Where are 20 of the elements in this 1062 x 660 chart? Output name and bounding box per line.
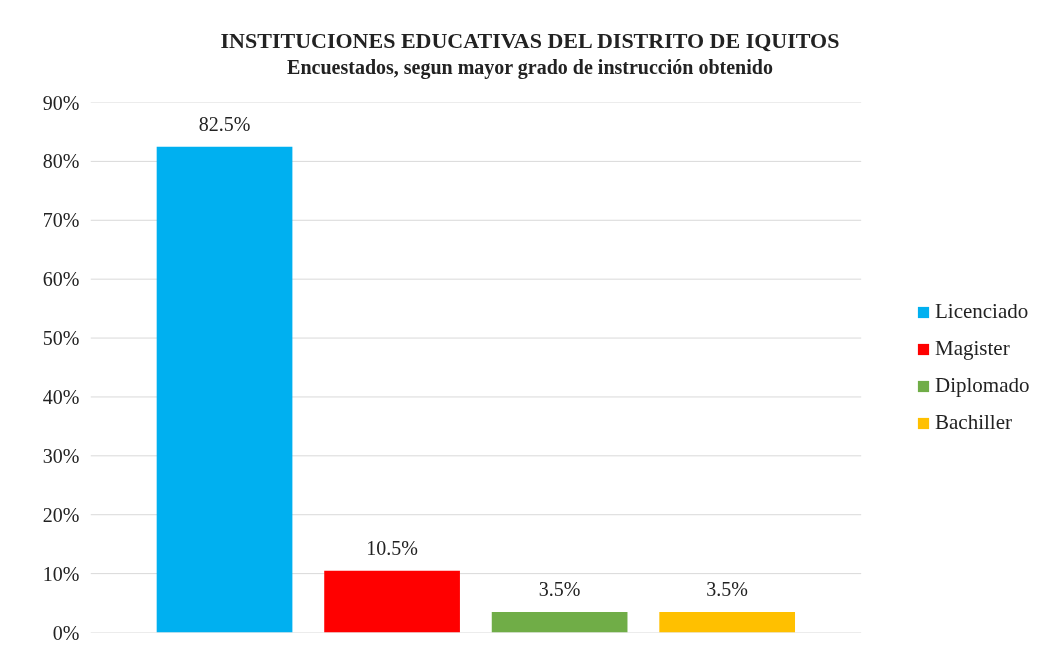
y-tick-label: 60% [42,268,80,291]
data-label: 10.5% [366,536,418,559]
legend-label: Licenciado [935,299,1030,324]
y-tick-label: 30% [42,444,80,467]
data-label: 82.5% [198,112,251,135]
y-tick-label: 70% [42,209,80,232]
chart-subtitle: Encuestados, segun mayor grado de instrucción obtenido [286,54,774,80]
y-tick-label: 80% [42,150,80,173]
y-tick-label: 20% [42,503,80,526]
y-tick-label: 90% [42,91,80,114]
legend-label: Magister [935,336,1011,361]
y-tick-label: 0% [52,621,80,644]
y-tick-label: 40% [42,385,80,408]
y-tick-label: 50% [42,327,80,350]
chart-title: INSTITUCIONES EDUCATIVAS DEL DISTRITO DE IQUITOS [220,27,840,55]
data-label: 3.5% [706,577,749,600]
data-label: 3.5% [538,577,581,600]
legend-label: Bachiller [935,410,1013,435]
legend-label: Diplomado [935,373,1031,398]
y-tick-label: 10% [42,562,80,585]
